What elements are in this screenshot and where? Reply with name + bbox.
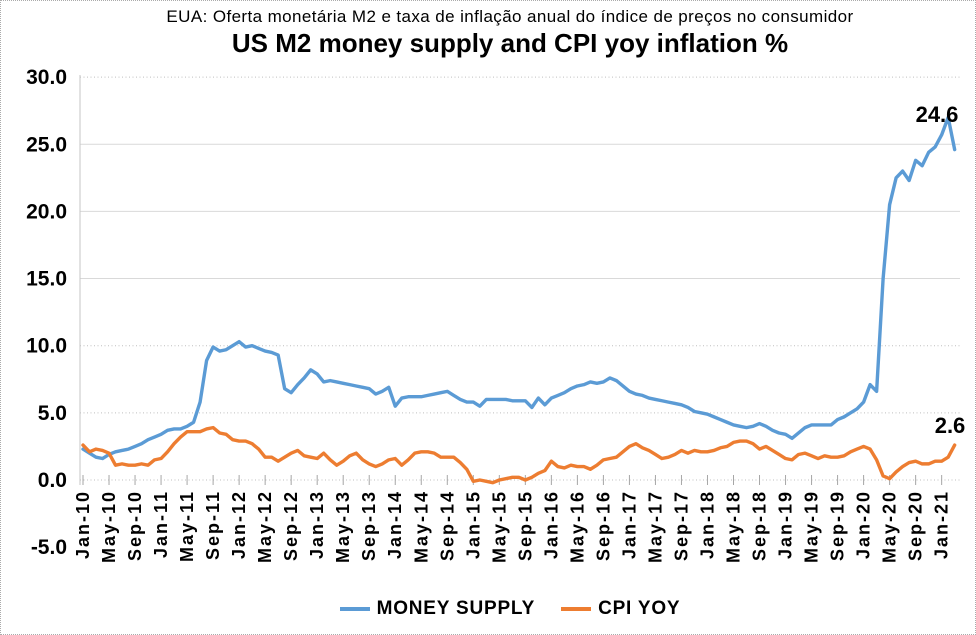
money-supply-line [81, 115, 957, 461]
x-tick-label-May-17: May-17 [645, 490, 665, 563]
x-tick-label-Jan-18: Jan-18 [697, 490, 717, 559]
x-tick-label-Sep-10: Sep-10 [125, 490, 145, 561]
x-tick-label-Sep-18: Sep-18 [750, 490, 770, 561]
x-tick-label-May-11: May-11 [177, 490, 197, 562]
y-tick-label-0.0: 0.0 [38, 469, 67, 492]
cpi-last-value-label: 2.6 [934, 413, 966, 438]
x-tick-label-Jan-11: Jan-11 [151, 490, 171, 558]
y-tick-label-20.0: 20.0 [26, 200, 67, 223]
x-tick-label-Jan-14: Jan-14 [385, 490, 405, 559]
x-tick-label-May-16: May-16 [567, 490, 587, 563]
chart-subtitle-pt: EUA: Oferta monetária M2 e taxa de infla… [166, 7, 854, 26]
x-tick-label-May-12: May-12 [255, 490, 275, 563]
x-tick-label-Sep-17: Sep-17 [671, 490, 691, 561]
x-tick-label-May-20: May-20 [880, 490, 900, 563]
x-tick-label-Jan-16: Jan-16 [541, 490, 561, 559]
x-tick-label-May-14: May-14 [411, 490, 431, 563]
x-tick-label-May-13: May-13 [333, 490, 353, 563]
x-tick-label-May-10: May-10 [99, 490, 119, 563]
x-tick-label-Sep-13: Sep-13 [359, 490, 379, 561]
legend-item-money-supply: MONEY SUPPLY [339, 598, 536, 620]
chart-title: US M2 money supply and CPI yoy inflation… [231, 28, 789, 58]
x-tick-label-May-18: May-18 [724, 490, 744, 563]
cpi-yoy-line-swatch [561, 607, 592, 611]
x-tick-label-Jan-13: Jan-13 [307, 490, 327, 559]
x-tick-label-Jan-19: Jan-19 [776, 490, 796, 559]
x-tick-label-Jan-10: Jan-10 [73, 490, 93, 559]
x-tick-label-Sep-20: Sep-20 [906, 490, 926, 561]
x-tick-label-Sep-16: Sep-16 [593, 490, 613, 561]
y-tick-label-15.0: 15.0 [26, 268, 67, 291]
x-tick-label-Jan-15: Jan-15 [463, 490, 483, 559]
money-supply-line-swatch [339, 607, 370, 611]
money-supply-last-value-label: 24.6 [915, 102, 959, 127]
x-tick-label-Sep-11: Sep-11 [203, 490, 223, 560]
x-tick-label-Jan-12: Jan-12 [229, 490, 249, 559]
y-tick-label-10.0: 10.0 [26, 335, 67, 358]
x-tick-label-Jan-21: Jan-21 [932, 490, 952, 559]
y-tick-label--5.0: -5.0 [31, 536, 67, 559]
x-tick-label-Jan-20: Jan-20 [854, 490, 874, 559]
x-tick-label-Sep-15: Sep-15 [515, 490, 535, 561]
x-tick-label-Sep-14: Sep-14 [437, 490, 457, 561]
legend: MONEY SUPPLY CPI YOY [45, 598, 975, 620]
y-tick-label-25.0: 25.0 [26, 133, 67, 156]
legend-item-cpi-yoy: CPI YOY [561, 598, 680, 620]
legend-label-money-supply: MONEY SUPPLY [376, 598, 536, 619]
x-tick-label-Sep-12: Sep-12 [281, 490, 301, 561]
x-tick-label-May-15: May-15 [489, 490, 509, 563]
x-tick-label-Jan-17: Jan-17 [619, 490, 639, 559]
x-tick-label-Sep-19: Sep-19 [828, 490, 848, 561]
y-tick-label-30.0: 30.0 [26, 66, 67, 89]
y-tick-label-5.0: 5.0 [38, 402, 67, 425]
cpi-yoy-line [81, 425, 957, 485]
legend-label-cpi-yoy: CPI YOY [598, 598, 681, 619]
x-tick-label-May-19: May-19 [802, 490, 822, 563]
